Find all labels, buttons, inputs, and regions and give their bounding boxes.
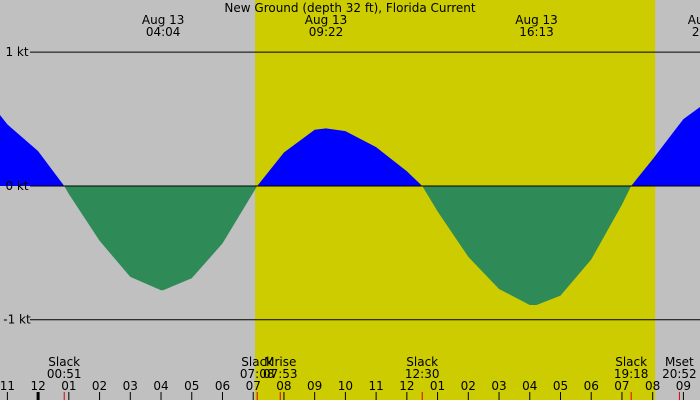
x-tick-label: 08 — [276, 379, 291, 393]
x-tick-label: 07 — [246, 379, 261, 393]
event-date: Aug 13 — [305, 13, 348, 27]
event-name: Slack — [241, 355, 273, 369]
x-tick-label: 08 — [645, 379, 660, 393]
event-time: 19:18 — [614, 367, 649, 381]
event-time: 04:04 — [146, 25, 181, 39]
x-tick-label: 05 — [184, 379, 199, 393]
x-tick-label: 01 — [430, 379, 445, 393]
y-tick-label: -1 kt — [3, 313, 31, 327]
event-name: Mset — [665, 355, 694, 369]
x-tick-label: 02 — [461, 379, 476, 393]
event-time: 12:30 — [405, 367, 440, 381]
event-time: 07:53 — [263, 367, 298, 381]
x-tick-label: 06 — [584, 379, 599, 393]
flood-area — [0, 107, 700, 186]
event-date: Aug 13 — [515, 13, 558, 27]
x-tick-label: 07 — [614, 379, 629, 393]
x-tick-label: 12 — [30, 379, 45, 393]
event-name: Slack — [406, 355, 438, 369]
event-time: 20:52 — [662, 367, 697, 381]
y-tick-label: 0 kt — [5, 179, 28, 193]
event-time: 07:08 — [240, 367, 275, 381]
x-tick-label: 09 — [307, 379, 322, 393]
x-tick-label: 04 — [522, 379, 537, 393]
x-tick-label: 02 — [92, 379, 107, 393]
y-tick-label: 1 kt — [5, 45, 28, 59]
event-time: 00:51 — [47, 367, 82, 381]
ebb-area — [64, 185, 632, 306]
event-date: Aug 13 — [142, 13, 185, 27]
event-time: 16:13 — [519, 25, 554, 39]
event-date: Au — [688, 13, 700, 27]
x-tick-label: 04 — [153, 379, 168, 393]
x-tick-label: 12 — [399, 379, 414, 393]
x-tick-label: 03 — [491, 379, 506, 393]
x-tick-label: 06 — [215, 379, 230, 393]
event-time: 2 — [692, 25, 700, 39]
event-name: Mrise — [264, 355, 296, 369]
event-time: 09:22 — [309, 25, 344, 39]
x-tick-label: 03 — [123, 379, 138, 393]
event-name: Slack — [48, 355, 80, 369]
x-tick-label: 11 — [368, 379, 383, 393]
event-name: Slack — [615, 355, 647, 369]
x-tick-label: 10 — [338, 379, 353, 393]
x-tick-label: 09 — [676, 379, 691, 393]
chart-title: New Ground (depth 32 ft), Florida Curren… — [224, 1, 475, 15]
x-tick-label: 11 — [0, 379, 15, 393]
x-tick-label: 01 — [61, 379, 76, 393]
x-tick-label: 05 — [553, 379, 568, 393]
